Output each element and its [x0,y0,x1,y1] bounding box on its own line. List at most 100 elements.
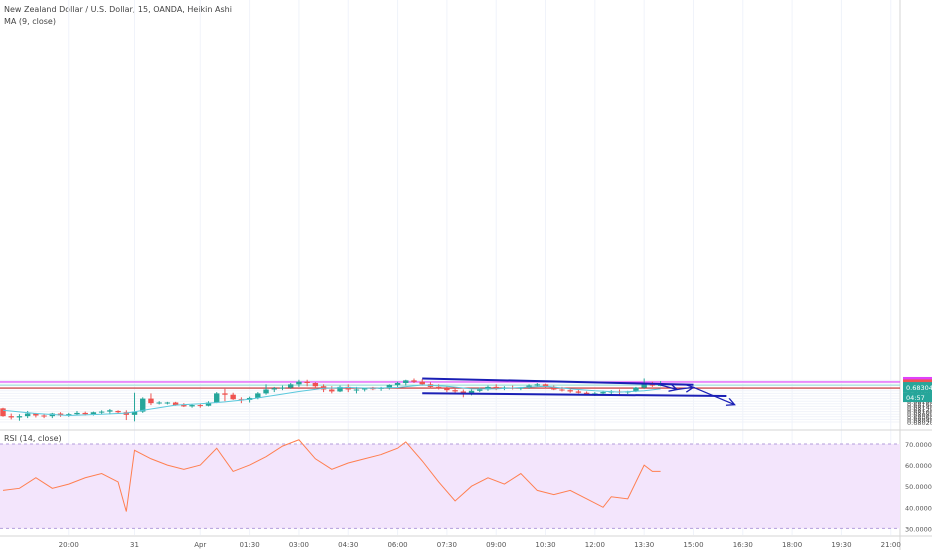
countdown-tag: 04:57 [903,392,932,403]
candle-up [214,392,220,404]
candle-up [189,404,195,408]
time-tick-label: 06:00 [387,541,407,549]
candle-down [435,384,442,390]
candle-body [214,393,220,403]
lower-trendline [422,392,727,397]
candle-body [583,392,590,395]
candle-body [567,390,573,392]
rsi-legend[interactable]: RSI (14, close) [4,434,62,443]
candle-body [534,384,540,386]
candle-down [197,403,203,408]
candle-up [98,410,105,415]
candle-up [156,401,162,405]
time-tick-label: 16:30 [733,541,753,549]
candle-up [403,379,409,386]
candle-body [148,398,154,404]
candle-up [263,384,269,395]
close-price-tag: 0.68304 [903,382,932,393]
candle-up [107,409,113,415]
candle-body [551,386,557,390]
moving-average [2,384,661,417]
time-tick-label: 09:00 [486,541,506,549]
candle-body [263,389,269,394]
candle-body [271,388,277,390]
time-tick-label: Apr [194,541,206,549]
candle-down [312,382,319,389]
candle-down [452,386,458,394]
rsi-band [0,444,900,529]
candle-body [526,385,532,388]
candle-body [164,402,171,404]
candle-body [140,398,146,412]
candle-body [131,411,138,415]
candle-body [485,386,491,390]
candle-down [575,389,582,394]
candle-up [386,384,393,390]
time-tick-label: 04:30 [338,541,358,549]
candle-up [164,401,171,405]
time-tick-label: 15:00 [683,541,703,549]
candle-up [337,385,343,393]
rsi-pane[interactable]: 70.0000 60.0000 50.0000 40.0000 30.0000 [0,439,932,534]
time-tick-label: 31 [130,541,139,549]
candle-up [477,387,483,393]
candle-body [230,394,236,400]
candle-body [98,411,105,413]
projection-arrow-2 [676,387,693,389]
time-tick-label: 07:30 [437,541,457,549]
candle-body [477,389,483,391]
candle-body [66,414,72,416]
upper-trendline [422,377,694,386]
candle-up [271,386,277,393]
candle-body [8,416,14,418]
candle-body [633,387,639,392]
price-tag-label: 04:57 [906,394,925,402]
candle-body [337,386,343,392]
candle-body [542,384,549,387]
symbol-legend[interactable]: New Zealand Dollar / U.S. Dollar, 15, OA… [4,5,232,14]
price-tick-label: 0.68120 [907,406,932,414]
candle-body [0,408,6,417]
time-tick-label: 13:30 [634,541,654,549]
candle-body [189,405,195,407]
price-tick-label: 0.68100 [907,409,932,417]
candle-body [24,413,31,417]
candle-body [90,412,97,415]
price-tick-label: 0.68180 [907,398,932,406]
candle-up [394,381,401,387]
drawings[interactable] [422,377,734,404]
price-tick-label: 0.68020 [907,419,932,427]
candle-body [304,381,310,383]
candle-up [526,384,532,389]
candle-body [279,387,286,389]
projection-arrow-1 [660,385,677,390]
candle-body [296,381,302,385]
price-tick-label: 0.68040 [907,416,932,424]
rsi-tick-label: 50.0000 [905,483,932,491]
candle-up [279,385,286,391]
candle-up [296,379,302,387]
candle-body [205,402,212,406]
ma-legend[interactable]: MA (9, close) [4,17,56,26]
time-tick-label: 21:00 [881,541,901,549]
time-tick-label: 03:00 [289,541,309,549]
rsi-tick-label: 40.0000 [905,504,932,512]
horizontal-levels[interactable] [0,381,900,389]
candle-down [8,413,14,420]
price-tag-label: 0.68304 [906,384,932,392]
candle-body [641,383,647,388]
time-axis[interactable]: 20:00 31 Apr 01:30 03:00 04:30 06:00 07:30 09:00… [59,541,901,549]
candle-down [411,378,417,383]
candle-body [197,405,203,407]
candle-body [468,390,475,395]
candle-up [16,414,23,421]
candle-up [131,392,138,422]
candle-down [444,386,450,393]
price-axis[interactable]: 0.683400.683200.683000.682800.682600.682… [903,376,932,427]
candle-up [485,385,491,391]
candle-down [230,392,236,400]
candle-body [82,412,88,415]
candle-body [222,393,228,395]
